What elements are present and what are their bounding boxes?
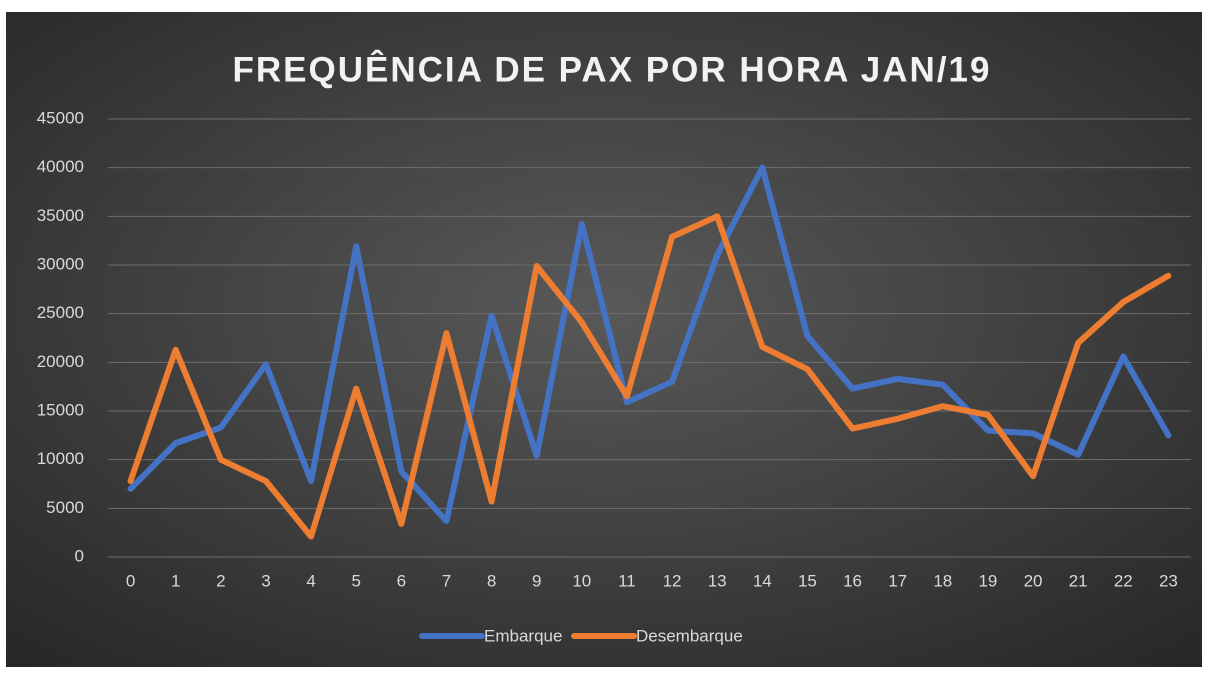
y-tick-label: 0 xyxy=(75,546,84,565)
legend-label: Embarque xyxy=(484,626,562,645)
y-tick-label: 45000 xyxy=(37,108,84,127)
x-tick-label: 15 xyxy=(798,571,817,590)
x-tick-label: 16 xyxy=(843,571,862,590)
x-tick-label: 2 xyxy=(216,571,225,590)
y-tick-label: 5000 xyxy=(46,498,84,517)
data-line xyxy=(127,213,1172,540)
x-tick-label: 23 xyxy=(1159,571,1178,590)
y-tick-label: 15000 xyxy=(37,400,84,419)
x-tick-label: 1 xyxy=(171,571,180,590)
x-tick-label: 20 xyxy=(1024,571,1043,590)
x-tick-label: 0 xyxy=(126,571,135,590)
x-tick-label: 22 xyxy=(1114,571,1133,590)
y-tick-label: 10000 xyxy=(37,449,84,468)
x-tick-label: 8 xyxy=(487,571,496,590)
y-tick-label: 30000 xyxy=(37,254,84,273)
x-tick-label: 7 xyxy=(442,571,451,590)
x-tick-label: 21 xyxy=(1069,571,1088,590)
y-tick-label: 25000 xyxy=(37,303,84,322)
y-tick-label: 35000 xyxy=(37,206,84,225)
chart-title: FREQUÊNCIA DE PAX POR HORA JAN/19 xyxy=(233,49,992,89)
x-tick-label: 12 xyxy=(663,571,682,590)
y-tick-label: 20000 xyxy=(37,352,84,371)
chart-background xyxy=(6,12,1202,667)
x-tick-label: 9 xyxy=(532,571,541,590)
x-tick-label: 13 xyxy=(708,571,727,590)
data-line xyxy=(127,164,1172,524)
x-tick-label: 14 xyxy=(753,571,772,590)
x-tick-label: 3 xyxy=(261,571,270,590)
x-tick-label: 5 xyxy=(351,571,360,590)
x-tick-label: 11 xyxy=(618,571,636,590)
y-tick-label: 40000 xyxy=(37,157,84,176)
x-tick-label: 4 xyxy=(306,571,315,590)
legend-label: Desembarque xyxy=(636,626,743,645)
x-tick-label: 19 xyxy=(978,571,997,590)
x-tick-label: 18 xyxy=(933,571,952,590)
x-tick-label: 17 xyxy=(888,571,907,590)
x-tick-label: 10 xyxy=(572,571,591,590)
x-tick-label: 6 xyxy=(397,571,406,590)
